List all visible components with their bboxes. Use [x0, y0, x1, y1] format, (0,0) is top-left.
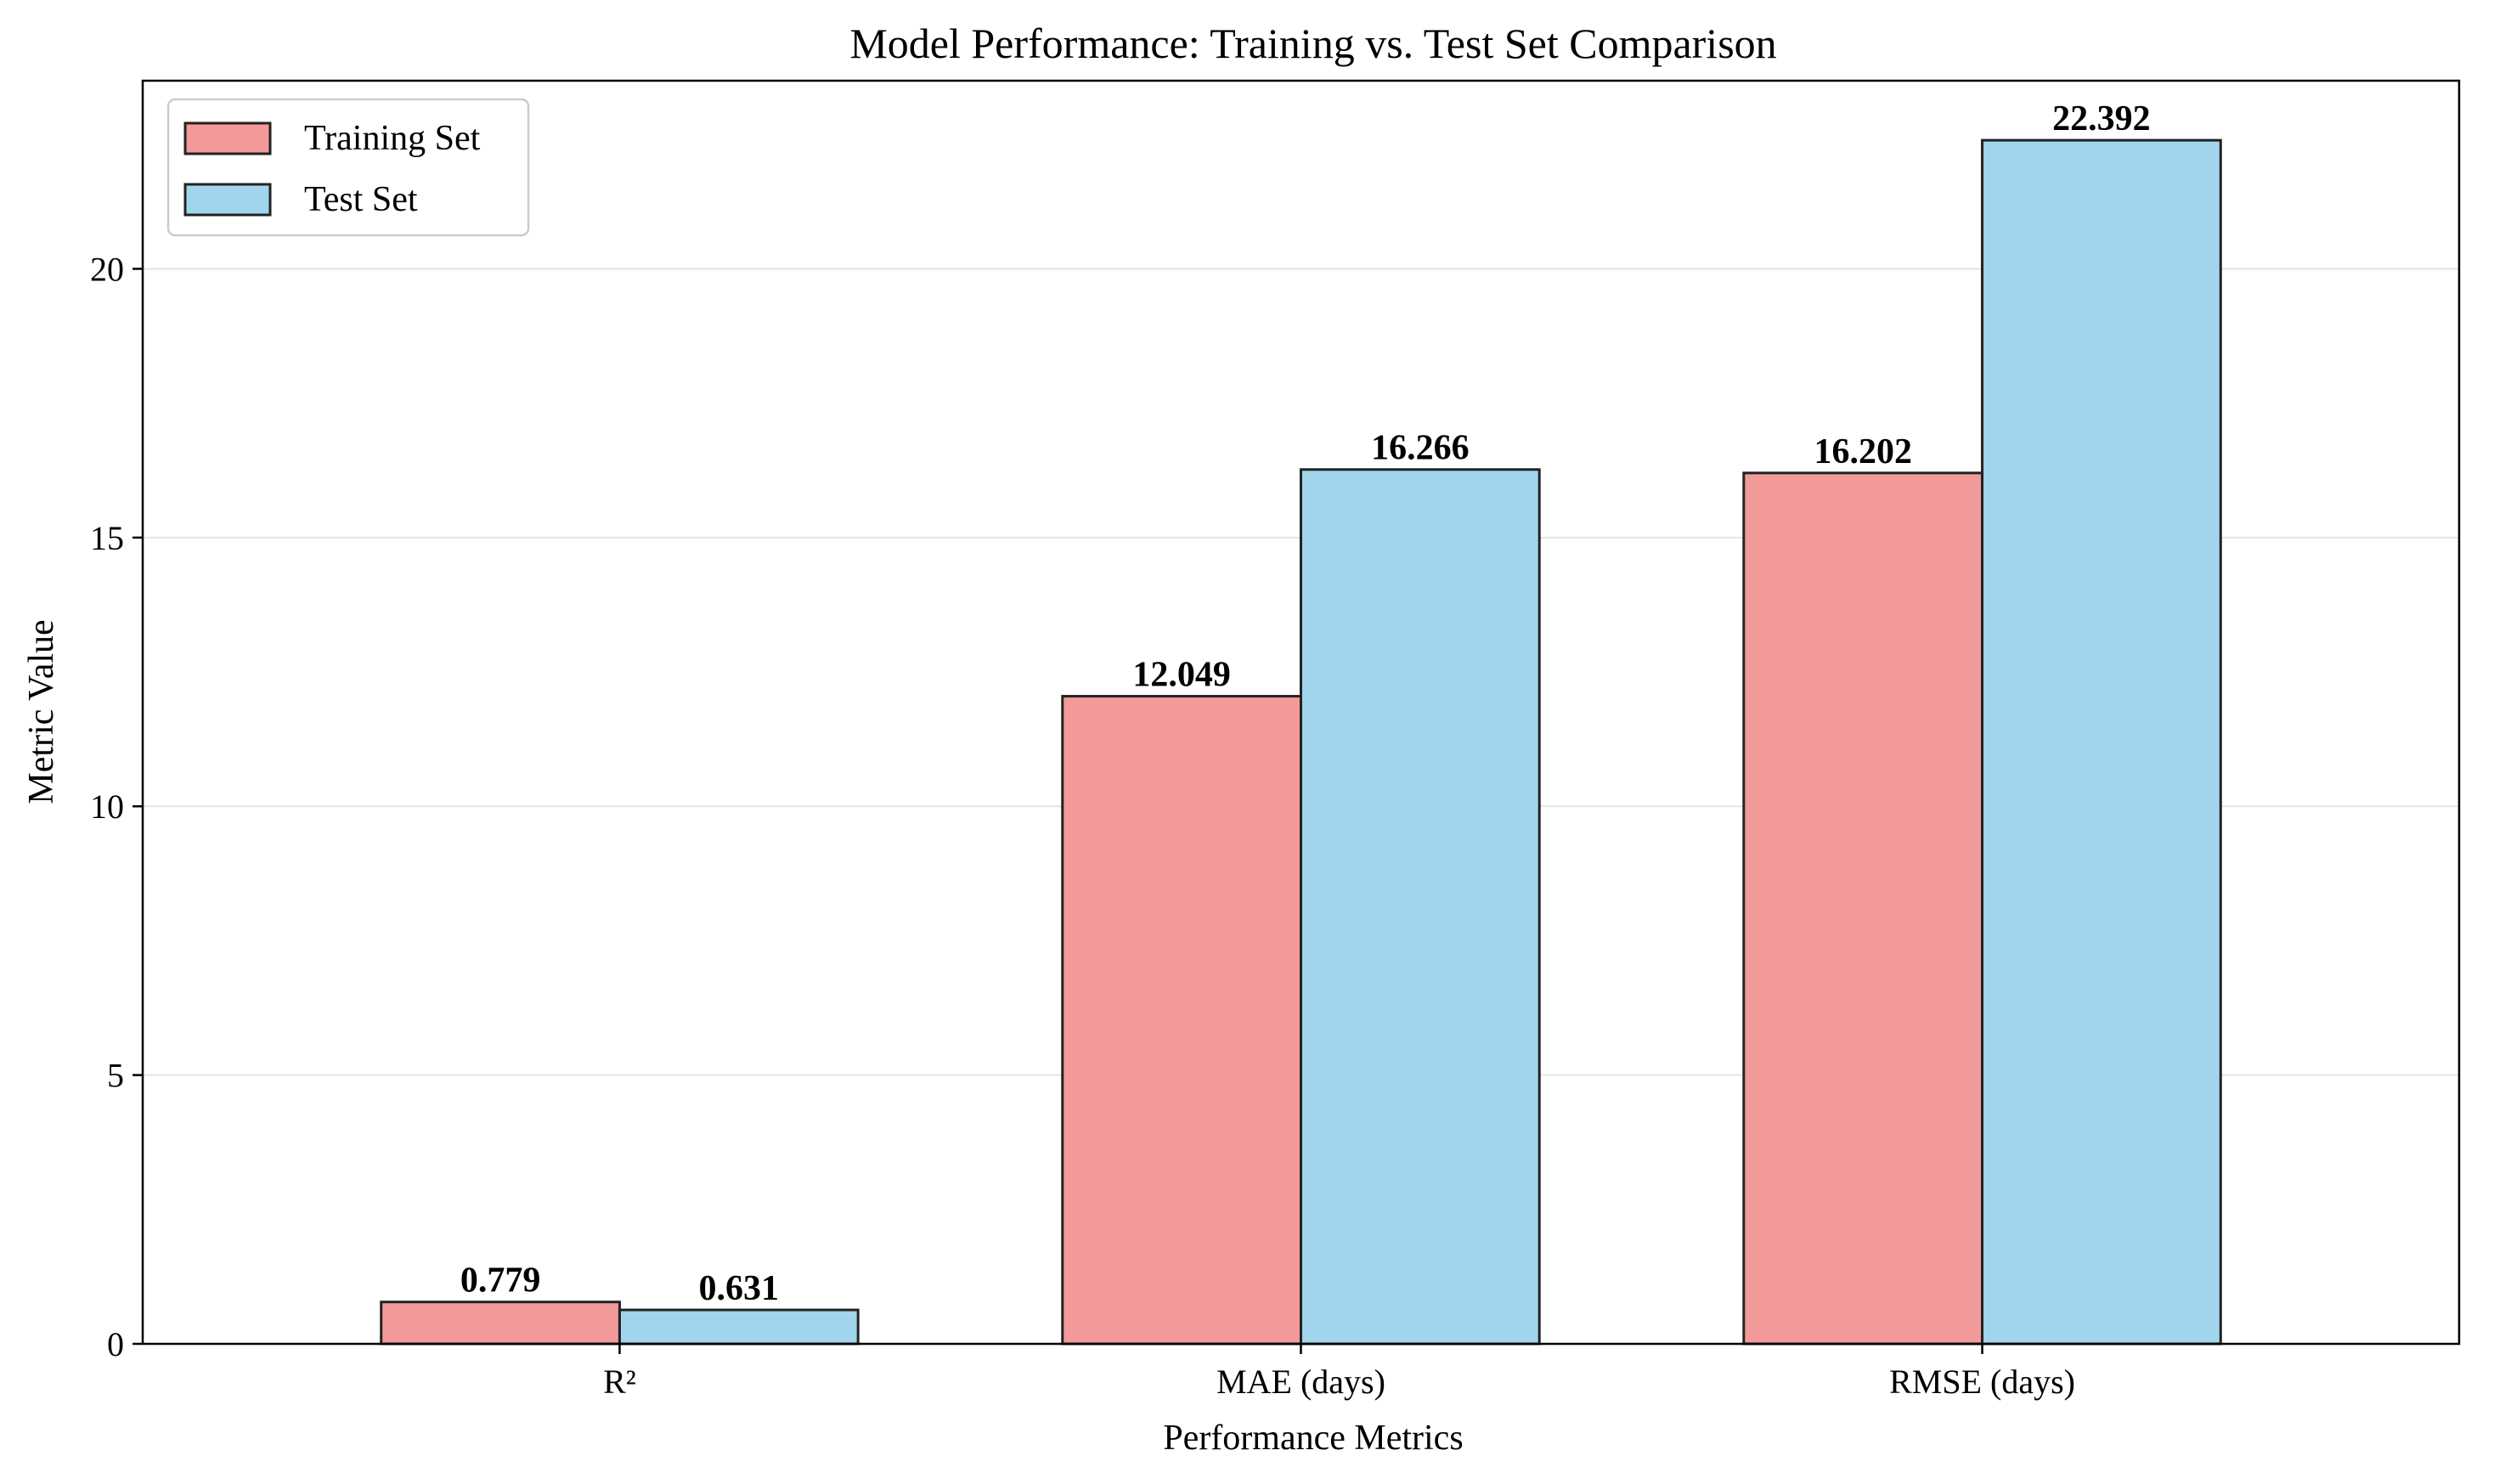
data-label: 16.266: [1371, 429, 1470, 468]
y-axis: 0 5 10 15 20: [90, 250, 143, 1363]
x-tick-label: RMSE (days): [1889, 1363, 2075, 1401]
bar-training: [1061, 695, 1302, 1346]
bar-training: [1742, 471, 1984, 1346]
x-tick-label: R²: [603, 1363, 636, 1401]
bar-test: [1300, 468, 1541, 1346]
bar-test: [1981, 138, 2222, 1346]
y-tick-label: 10: [90, 787, 124, 826]
legend-swatch: [183, 183, 272, 217]
x-axis-label: Performance Metrics: [1163, 1419, 1463, 1458]
y-tick-label: 15: [90, 519, 124, 557]
data-label: 22.392: [2052, 99, 2151, 138]
chart-title: Model Performance: Training vs. Test Set…: [849, 20, 1776, 67]
data-label: 0.779: [460, 1261, 541, 1301]
legend: Training Set Test Set: [166, 98, 530, 237]
y-tick-label: 20: [90, 250, 124, 288]
x-axis: R² MAE (days) RMSE (days): [603, 1344, 2075, 1401]
bar-training: [380, 1301, 621, 1346]
data-label: 16.202: [1814, 432, 1912, 471]
legend-label: Test Set: [304, 180, 418, 219]
bar-test: [618, 1308, 860, 1346]
data-label: 0.631: [699, 1269, 780, 1308]
legend-label: Training Set: [304, 119, 481, 158]
data-label: 12.049: [1132, 656, 1231, 695]
data-labels: 0.779 0.631 12.049 16.266 16.202 22.392: [460, 99, 2151, 1308]
y-tick-label: 0: [107, 1325, 124, 1363]
legend-swatch: [183, 121, 272, 155]
x-tick-label: MAE (days): [1216, 1363, 1385, 1401]
y-tick-label: 5: [107, 1057, 124, 1095]
y-axis-label: Metric Value: [22, 619, 61, 804]
bars: [380, 138, 2222, 1346]
